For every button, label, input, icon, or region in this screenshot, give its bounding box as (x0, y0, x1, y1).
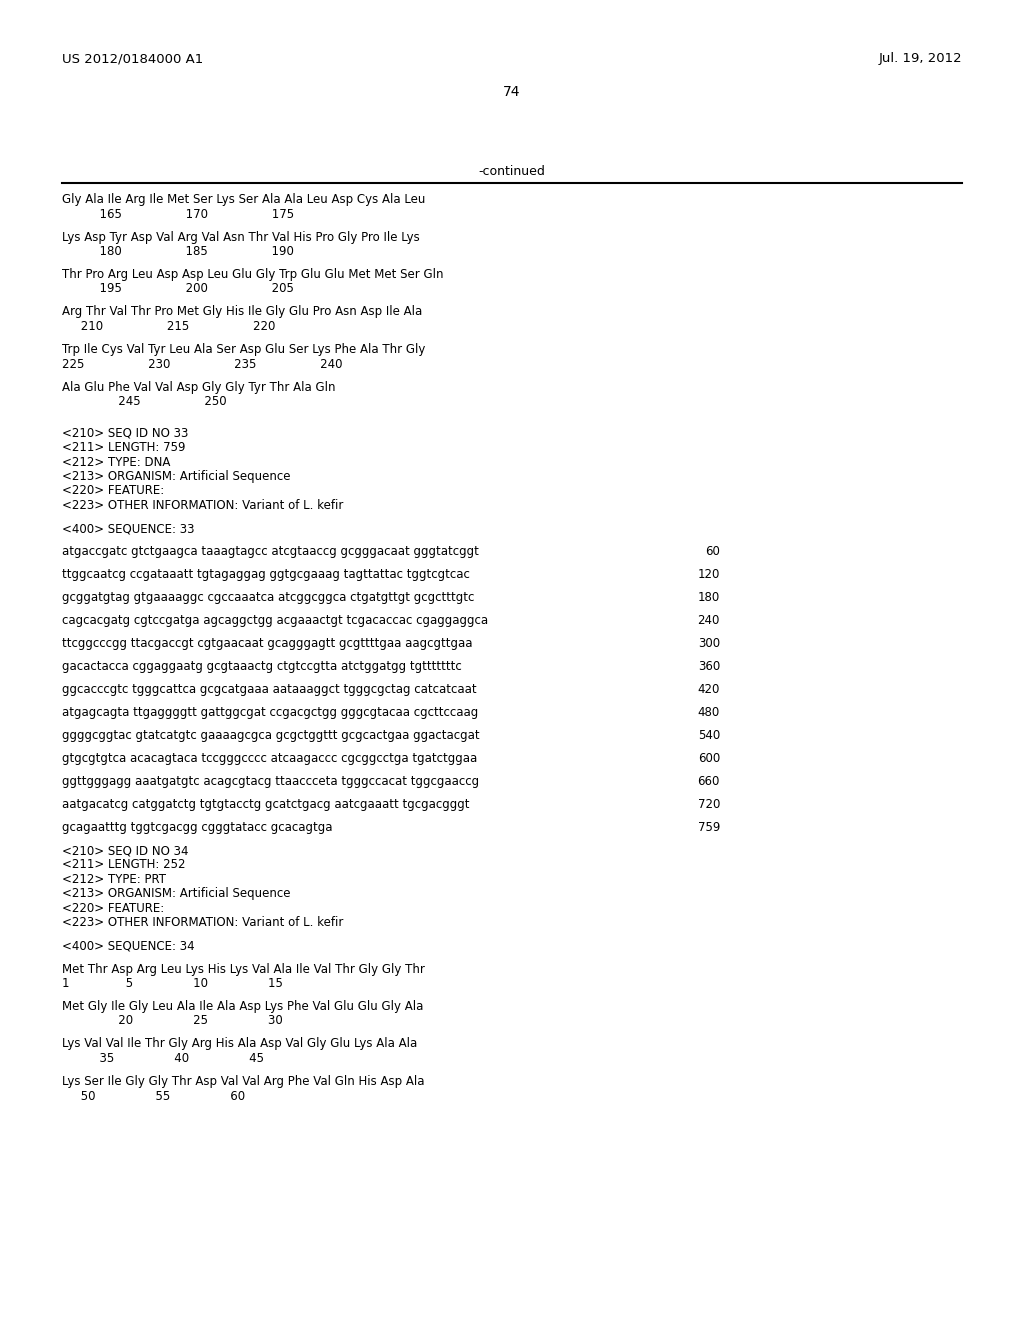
Text: <212> TYPE: DNA: <212> TYPE: DNA (62, 455, 170, 469)
Text: 245                 250: 245 250 (62, 395, 226, 408)
Text: <211> LENGTH: 759: <211> LENGTH: 759 (62, 441, 185, 454)
Text: ggcacccgtc tgggcattca gcgcatgaaa aataaaggct tgggcgctag catcatcaat: ggcacccgtc tgggcattca gcgcatgaaa aataaag… (62, 682, 476, 696)
Text: 60: 60 (706, 545, 720, 558)
Text: 720: 720 (697, 799, 720, 810)
Text: 74: 74 (503, 84, 521, 99)
Text: ttggcaatcg ccgataaatt tgtagaggag ggtgcgaaag tagttattac tggtcgtcac: ttggcaatcg ccgataaatt tgtagaggag ggtgcga… (62, 568, 470, 581)
Text: 50                55                60: 50 55 60 (62, 1089, 245, 1102)
Text: atgaccgatc gtctgaagca taaagtagcc atcgtaaccg gcgggacaat gggtatcggt: atgaccgatc gtctgaagca taaagtagcc atcgtaa… (62, 545, 479, 558)
Text: 660: 660 (697, 775, 720, 788)
Text: 759: 759 (697, 821, 720, 834)
Text: Met Gly Ile Gly Leu Ala Ile Ala Asp Lys Phe Val Glu Glu Gly Ala: Met Gly Ile Gly Leu Ala Ile Ala Asp Lys … (62, 1001, 423, 1012)
Text: 480: 480 (697, 706, 720, 719)
Text: cagcacgatg cgtccgatga agcaggctgg acgaaactgt tcgacaccac cgaggaggca: cagcacgatg cgtccgatga agcaggctgg acgaaac… (62, 614, 488, 627)
Text: 1               5                10                15: 1 5 10 15 (62, 977, 283, 990)
Text: Arg Thr Val Thr Pro Met Gly His Ile Gly Glu Pro Asn Asp Ile Ala: Arg Thr Val Thr Pro Met Gly His Ile Gly … (62, 305, 422, 318)
Text: ggttgggagg aaatgatgtc acagcgtacg ttaaccceta tgggccacat tggcgaaccg: ggttgggagg aaatgatgtc acagcgtacg ttaaccc… (62, 775, 479, 788)
Text: 210                 215                 220: 210 215 220 (62, 319, 275, 333)
Text: gtgcgtgtca acacagtaca tccgggcccc atcaagaccc cgcggcctga tgatctggaa: gtgcgtgtca acacagtaca tccgggcccc atcaaga… (62, 752, 477, 766)
Text: <213> ORGANISM: Artificial Sequence: <213> ORGANISM: Artificial Sequence (62, 470, 291, 483)
Text: gacactacca cggaggaatg gcgtaaactg ctgtccgtta atctggatgg tgtttttttc: gacactacca cggaggaatg gcgtaaactg ctgtccg… (62, 660, 462, 673)
Text: 35                40                45: 35 40 45 (62, 1052, 264, 1065)
Text: ggggcggtac gtatcatgtc gaaaagcgca gcgctggttt gcgcactgaa ggactacgat: ggggcggtac gtatcatgtc gaaaagcgca gcgctgg… (62, 729, 479, 742)
Text: gcggatgtag gtgaaaaggc cgccaaatca atcggcggca ctgatgttgt gcgctttgtc: gcggatgtag gtgaaaaggc cgccaaatca atcggcg… (62, 591, 474, 605)
Text: Lys Ser Ile Gly Gly Thr Asp Val Val Arg Phe Val Gln His Asp Ala: Lys Ser Ile Gly Gly Thr Asp Val Val Arg … (62, 1074, 425, 1088)
Text: 180: 180 (697, 591, 720, 605)
Text: 240: 240 (697, 614, 720, 627)
Text: 600: 600 (697, 752, 720, 766)
Text: 20                25                30: 20 25 30 (62, 1015, 283, 1027)
Text: US 2012/0184000 A1: US 2012/0184000 A1 (62, 51, 203, 65)
Text: 180                 185                 190: 180 185 190 (62, 246, 294, 257)
Text: <213> ORGANISM: Artificial Sequence: <213> ORGANISM: Artificial Sequence (62, 887, 291, 900)
Text: <220> FEATURE:: <220> FEATURE: (62, 902, 164, 915)
Text: <400> SEQUENCE: 34: <400> SEQUENCE: 34 (62, 940, 195, 953)
Text: 420: 420 (697, 682, 720, 696)
Text: 360: 360 (697, 660, 720, 673)
Text: gcagaatttg tggtcgacgg cgggtatacc gcacagtga: gcagaatttg tggtcgacgg cgggtatacc gcacagt… (62, 821, 333, 834)
Text: Lys Val Val Ile Thr Gly Arg His Ala Asp Val Gly Glu Lys Ala Ala: Lys Val Val Ile Thr Gly Arg His Ala Asp … (62, 1038, 417, 1051)
Text: <220> FEATURE:: <220> FEATURE: (62, 484, 164, 498)
Text: <400> SEQUENCE: 33: <400> SEQUENCE: 33 (62, 521, 195, 535)
Text: Gly Ala Ile Arg Ile Met Ser Lys Ser Ala Ala Leu Asp Cys Ala Leu: Gly Ala Ile Arg Ile Met Ser Lys Ser Ala … (62, 193, 425, 206)
Text: 300: 300 (698, 638, 720, 649)
Text: <223> OTHER INFORMATION: Variant of L. kefir: <223> OTHER INFORMATION: Variant of L. k… (62, 499, 343, 512)
Text: 195                 200                 205: 195 200 205 (62, 282, 294, 296)
Text: Jul. 19, 2012: Jul. 19, 2012 (879, 51, 962, 65)
Text: Ala Glu Phe Val Val Asp Gly Gly Tyr Thr Ala Gln: Ala Glu Phe Val Val Asp Gly Gly Tyr Thr … (62, 380, 336, 393)
Text: ttcggcccgg ttacgaccgt cgtgaacaat gcagggagtt gcgttttgaa aagcgttgaa: ttcggcccgg ttacgaccgt cgtgaacaat gcaggga… (62, 638, 472, 649)
Text: Met Thr Asp Arg Leu Lys His Lys Val Ala Ile Val Thr Gly Gly Thr: Met Thr Asp Arg Leu Lys His Lys Val Ala … (62, 962, 425, 975)
Text: 225                 230                 235                 240: 225 230 235 240 (62, 358, 342, 371)
Text: <211> LENGTH: 252: <211> LENGTH: 252 (62, 858, 185, 871)
Text: Lys Asp Tyr Asp Val Arg Val Asn Thr Val His Pro Gly Pro Ile Lys: Lys Asp Tyr Asp Val Arg Val Asn Thr Val … (62, 231, 420, 243)
Text: atgagcagta ttgaggggtt gattggcgat ccgacgctgg gggcgtacaa cgcttccaag: atgagcagta ttgaggggtt gattggcgat ccgacgc… (62, 706, 478, 719)
Text: <223> OTHER INFORMATION: Variant of L. kefir: <223> OTHER INFORMATION: Variant of L. k… (62, 916, 343, 929)
Text: <210> SEQ ID NO 34: <210> SEQ ID NO 34 (62, 843, 188, 857)
Text: -continued: -continued (478, 165, 546, 178)
Text: 120: 120 (697, 568, 720, 581)
Text: Trp Ile Cys Val Tyr Leu Ala Ser Asp Glu Ser Lys Phe Ala Thr Gly: Trp Ile Cys Val Tyr Leu Ala Ser Asp Glu … (62, 343, 425, 356)
Text: <212> TYPE: PRT: <212> TYPE: PRT (62, 873, 166, 886)
Text: 165                 170                 175: 165 170 175 (62, 207, 294, 220)
Text: <210> SEQ ID NO 33: <210> SEQ ID NO 33 (62, 426, 188, 440)
Text: aatgacatcg catggatctg tgtgtacctg gcatctgacg aatcgaaatt tgcgacgggt: aatgacatcg catggatctg tgtgtacctg gcatctg… (62, 799, 469, 810)
Text: 540: 540 (697, 729, 720, 742)
Text: Thr Pro Arg Leu Asp Asp Leu Glu Gly Trp Glu Glu Met Met Ser Gln: Thr Pro Arg Leu Asp Asp Leu Glu Gly Trp … (62, 268, 443, 281)
